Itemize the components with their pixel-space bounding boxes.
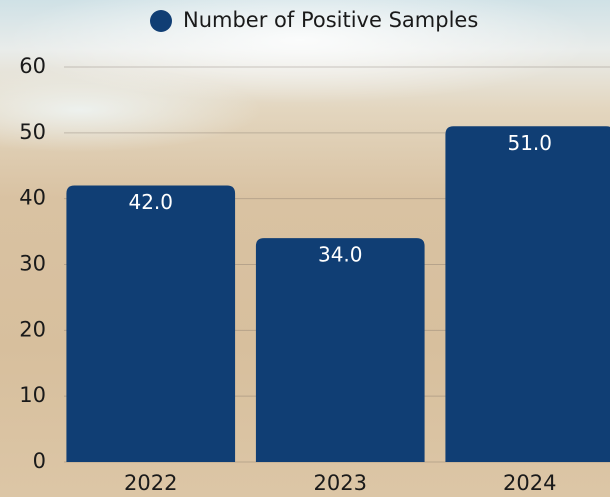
bar bbox=[66, 185, 236, 462]
value-label: 34.0 bbox=[318, 243, 363, 267]
y-tick-label: 50 bbox=[19, 120, 46, 144]
bar bbox=[445, 126, 610, 462]
legend-label: Number of Positive Samples bbox=[183, 8, 478, 32]
y-tick-label: 30 bbox=[19, 252, 46, 276]
y-tick-label: 0 bbox=[33, 449, 46, 473]
x-tick-label: 2024 bbox=[503, 471, 556, 495]
y-tick-label: 10 bbox=[19, 383, 46, 407]
y-tick-label: 20 bbox=[19, 317, 46, 341]
y-tick-label: 60 bbox=[19, 54, 46, 78]
x-tick-label: 2023 bbox=[314, 471, 367, 495]
value-label: 42.0 bbox=[128, 190, 173, 214]
x-tick-label: 2022 bbox=[124, 471, 177, 495]
y-tick-label: 40 bbox=[19, 186, 46, 210]
bar bbox=[255, 238, 425, 462]
value-label: 51.0 bbox=[507, 131, 552, 155]
legend-marker bbox=[150, 10, 172, 32]
